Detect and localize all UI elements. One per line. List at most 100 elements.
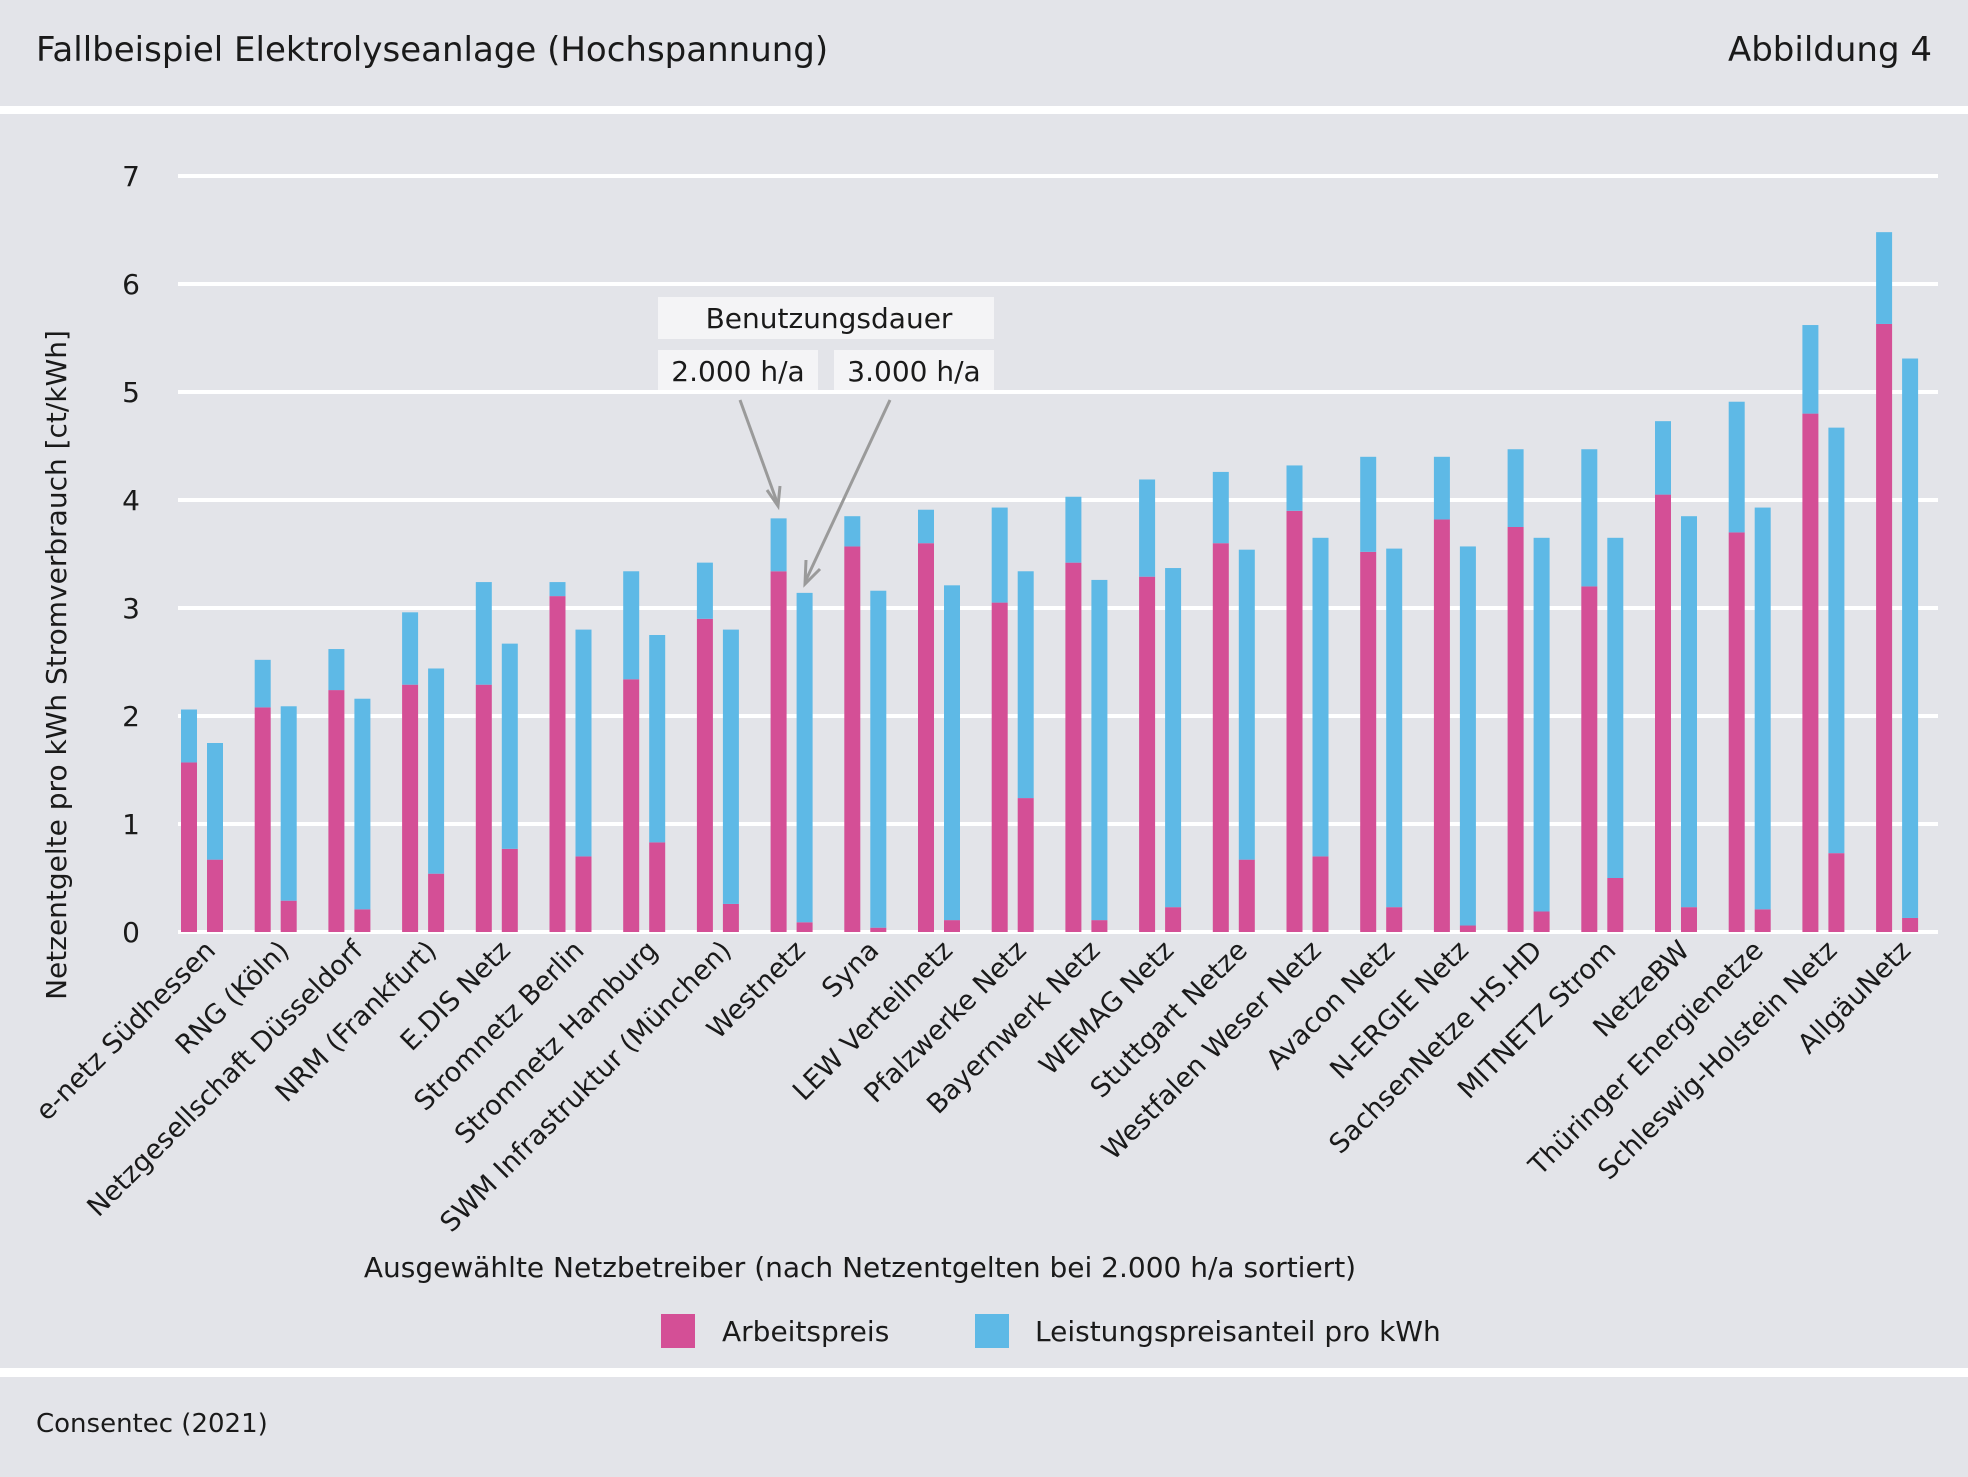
- figure-footer: Consentec (2021): [0, 1377, 1968, 1477]
- legend-label-arbeitspreis: Arbeitspreis: [722, 1315, 889, 1348]
- bar-arbeitspreis-2000: [328, 690, 345, 932]
- bar-leistungspreis-2000: [402, 612, 419, 685]
- bar-leistungspreis-3000: [1238, 549, 1255, 860]
- bar-arbeitspreis-3000: [575, 856, 592, 932]
- figure-number: Abbildung 4: [1727, 30, 1932, 70]
- bar-arbeitspreis-3000: [1533, 911, 1550, 932]
- bar-leistungspreis-2000: [696, 562, 713, 619]
- bar-arbeitspreis-2000: [475, 684, 492, 932]
- bar-leistungspreis-2000: [623, 571, 640, 680]
- bar-arbeitspreis-2000: [623, 679, 640, 932]
- annotation-title-box: [658, 297, 994, 339]
- bar-arbeitspreis-3000: [1091, 920, 1108, 932]
- bar-arbeitspreis-2000: [1876, 323, 1893, 932]
- bar-leistungspreis-3000: [1828, 427, 1845, 854]
- bar-leistungspreis-2000: [1655, 421, 1671, 495]
- annotation-box-2000: [658, 350, 818, 390]
- bar-arbeitspreis-3000: [722, 903, 739, 932]
- bar-leistungspreis-2000: [1065, 496, 1082, 563]
- bar-leistungspreis-2000: [1433, 456, 1450, 520]
- figure-header: Fallbeispiel Elektrolyseanlage (Hochspan…: [0, 0, 1968, 106]
- bar-leistungspreis-3000: [649, 635, 666, 843]
- bar-arbeitspreis-3000: [1312, 856, 1329, 932]
- bar-leistungspreis-3000: [1312, 537, 1329, 857]
- bar-leistungspreis-3000: [944, 585, 960, 921]
- bar-arbeitspreis-2000: [1802, 413, 1819, 933]
- bar-leistungspreis-3000: [575, 629, 592, 857]
- bar-arbeitspreis-3000: [1165, 907, 1182, 932]
- bar-leistungspreis-3000: [1754, 507, 1771, 910]
- bar-leistungspreis-2000: [1728, 401, 1745, 533]
- x-tick-label: Avacon Netz: [1260, 935, 1401, 1076]
- bar-arbeitspreis-2000: [181, 762, 197, 932]
- y-tick-label: 7: [122, 160, 140, 193]
- bar-leistungspreis-2000: [1507, 449, 1524, 527]
- bar-leistungspreis-2000: [1802, 325, 1819, 414]
- bar-leistungspreis-2000: [1212, 471, 1229, 544]
- bar-leistungspreis-2000: [1581, 449, 1598, 587]
- bar-arbeitspreis-3000: [428, 873, 445, 932]
- bar-leistungspreis-2000: [918, 509, 934, 544]
- bar-leistungspreis-3000: [354, 698, 371, 910]
- x-tick-label: Syna: [816, 935, 885, 1004]
- y-tick-label: 1: [122, 808, 140, 841]
- bar-arbeitspreis-2000: [991, 602, 1008, 932]
- bar-arbeitspreis-2000: [844, 546, 861, 932]
- bar-arbeitspreis-2000: [1139, 576, 1156, 932]
- legend-swatch-arbeitspreis: [661, 1314, 695, 1348]
- bar-arbeitspreis-3000: [796, 922, 813, 932]
- figure-title: Fallbeispiel Elektrolyseanlage (Hochspan…: [36, 30, 829, 70]
- y-tick-label: 0: [122, 916, 140, 949]
- bar-arbeitspreis-2000: [402, 684, 419, 932]
- bar-leistungspreis-3000: [1017, 571, 1034, 799]
- bar-arbeitspreis-3000: [1828, 853, 1845, 932]
- annotation-title: Benutzungsdauer: [706, 302, 953, 335]
- bars-layer: [181, 232, 1919, 933]
- y-tick-label: 5: [122, 376, 140, 409]
- annotation-label-3000: 3.000 h/a: [847, 355, 980, 388]
- bar-arbeitspreis-2000: [549, 596, 566, 932]
- bar-leistungspreis-3000: [280, 706, 297, 901]
- bar-arbeitspreis-2000: [696, 618, 713, 932]
- bar-leistungspreis-2000: [181, 709, 197, 763]
- bar-arbeitspreis-3000: [1902, 917, 1919, 932]
- bar-arbeitspreis-3000: [944, 920, 960, 932]
- bar-arbeitspreis-3000: [1607, 878, 1624, 932]
- y-tick-label: 2: [122, 700, 140, 733]
- bar-leistungspreis-3000: [1459, 546, 1476, 926]
- legend: Arbeitspreis Leistungspreisanteil pro kW…: [661, 1314, 1441, 1348]
- bar-arbeitspreis-3000: [1754, 909, 1771, 932]
- bar-leistungspreis-3000: [1386, 548, 1403, 908]
- bar-arbeitspreis-2000: [1286, 510, 1303, 932]
- bar-arbeitspreis-2000: [1433, 519, 1450, 932]
- bar-arbeitspreis-3000: [1017, 798, 1034, 932]
- bar-leistungspreis-2000: [328, 649, 345, 691]
- bar-leistungspreis-2000: [844, 516, 861, 547]
- bar-leistungspreis-3000: [722, 629, 739, 904]
- bar-leistungspreis-2000: [1876, 232, 1893, 324]
- bar-arbeitspreis-2000: [1212, 543, 1229, 932]
- bar-leistungspreis-2000: [475, 582, 492, 685]
- bar-arbeitspreis-2000: [1655, 494, 1671, 932]
- bar-arbeitspreis-2000: [1581, 586, 1598, 932]
- annotation-benutzungsdauer: Benutzungsdauer 2.000 h/a 3.000 h/a: [658, 297, 994, 588]
- bar-arbeitspreis-3000: [280, 900, 297, 932]
- bar-leistungspreis-2000: [549, 582, 566, 597]
- legend-label-leistungspreis: Leistungspreisanteil pro kWh: [1035, 1315, 1441, 1348]
- annotation-label-2000: 2.000 h/a: [671, 355, 804, 388]
- bar-leistungspreis-2000: [254, 659, 271, 708]
- bar-arbeitspreis-3000: [207, 859, 223, 932]
- bar-leistungspreis-3000: [207, 743, 223, 860]
- x-axis-label: Ausgewählte Netzbetreiber (nach Netzentg…: [364, 1251, 1356, 1284]
- bar-leistungspreis-3000: [870, 590, 887, 928]
- bar-leistungspreis-3000: [501, 643, 518, 849]
- bar-leistungspreis-2000: [991, 507, 1008, 603]
- bar-arbeitspreis-3000: [1386, 907, 1403, 932]
- bar-leistungspreis-3000: [796, 592, 813, 923]
- bar-arbeitspreis-3000: [870, 927, 887, 932]
- bar-leistungspreis-2000: [770, 518, 787, 572]
- bar-arbeitspreis-3000: [649, 842, 666, 932]
- y-tick-label: 3: [122, 592, 140, 625]
- bar-arbeitspreis-2000: [770, 571, 787, 932]
